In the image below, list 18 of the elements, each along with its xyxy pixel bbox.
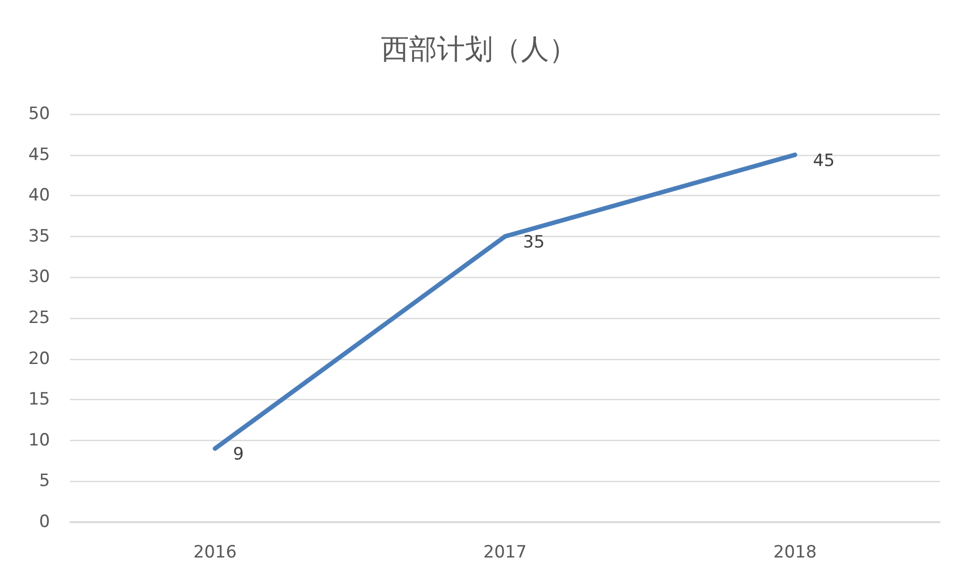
data-label: 9	[233, 444, 244, 465]
x-tick-label: 2018	[773, 542, 817, 562]
y-tick-label: 25	[28, 308, 50, 328]
y-tick-label: 0	[39, 512, 50, 532]
data-label: 45	[813, 150, 835, 171]
y-tick-label: 5	[39, 471, 50, 492]
y-tick-label: 20	[28, 348, 50, 369]
y-tick-label: 50	[28, 104, 50, 124]
y-tick-label: 10	[28, 430, 50, 450]
y-tick-label: 45	[28, 144, 50, 165]
y-tick-label: 15	[28, 390, 50, 410]
chart-title: 西部计划（人）	[381, 32, 577, 66]
x-tick-label: 2017	[483, 542, 527, 562]
data-label: 35	[523, 232, 545, 252]
y-tick-label: 40	[28, 186, 50, 206]
y-tick-label: 35	[28, 226, 50, 246]
x-tick-label: 2016	[193, 542, 237, 562]
y-tick-label: 30	[28, 267, 50, 288]
